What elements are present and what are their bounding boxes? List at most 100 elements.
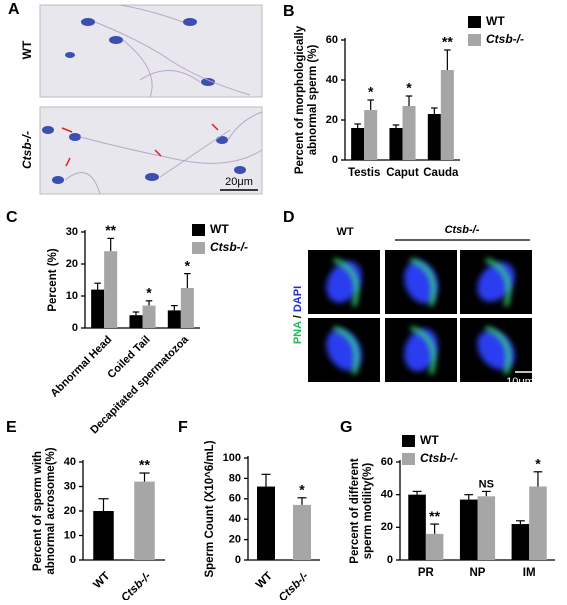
y-tick-label: 60 [381,456,393,468]
significance: ** [429,508,440,524]
significance: * [299,481,305,497]
y-tick-label: 30 [66,226,78,238]
y-tick-label: 0 [70,554,76,566]
bar [93,511,114,560]
y-tick-label: 20 [64,505,76,517]
bar [389,128,403,160]
panel-letter: C [6,209,18,226]
bar [180,288,194,328]
arrows [61,123,219,167]
bar [351,128,365,160]
sperm-heads [42,18,246,184]
bar [91,289,105,328]
y-tick-label: 20 [66,258,78,270]
significance: ** [442,34,453,50]
y-tick-label: 20 [229,534,241,546]
significance: * [535,456,541,472]
legend-swatch [468,34,481,46]
x-tick-label: Abnormal Head [48,334,114,400]
bar [257,486,275,560]
legend-label: WT [420,433,439,447]
bar [425,533,444,560]
acrosome [410,258,436,307]
acrosome [485,258,511,307]
panel-letter: G [340,419,352,436]
panel-a: A WT Ctsb-/- 20μm [8,1,263,195]
y-tick-label: 40 [326,74,338,86]
legend-swatch [402,453,415,465]
bar [529,486,547,560]
legend-label: WT [486,14,505,28]
y-axis-label: Percent of morphologically [294,25,306,174]
acrosome [333,258,359,307]
y-tick-label: 10 [64,529,76,541]
y-tick-label: 100 [223,452,241,464]
stain: DAPI [292,286,304,312]
legend-swatch [468,16,481,28]
legend-label: WT [210,222,229,236]
y-tick-label: 0 [72,322,78,334]
x-tick-label: WT [254,570,275,591]
bar [142,305,156,328]
bar [440,70,454,160]
panel-d: D WT Ctsb-/- PNA / DAPI 10μm [283,209,545,388]
y-tick-label: 60 [229,493,241,505]
bar [129,315,143,328]
y-tick-label: 40 [229,513,241,525]
bar [293,504,311,560]
row-label: WT [20,40,34,59]
legend-swatch [192,224,205,236]
y-tick-label: 40 [381,489,393,501]
panel-letter: A [8,1,20,18]
x-tick-label: Ctsb-/- [119,570,153,600]
y-tick-label: 20 [381,521,393,533]
x-tick-label: Testis [348,167,380,179]
panel-letter: E [6,419,17,436]
column-label: Ctsb-/- [445,224,480,236]
bar [104,251,118,328]
y-tick-label: 10 [66,290,78,302]
x-tick-label: Ctsb-/- [277,570,311,600]
stain-separator: / [292,315,304,318]
x-tick-label: Caput [386,167,419,179]
stain: PNA [292,321,304,344]
acrosome [485,326,511,375]
acrosome [333,326,359,375]
legend-label: Ctsb-/- [210,240,248,254]
y-axis-label: Percent of sperm with [32,451,44,571]
significance: NS [479,478,494,490]
y-axis-label: Percent (%) [47,248,59,311]
bar [402,106,416,160]
significance: * [146,285,152,301]
y-tick-label: 30 [64,480,76,492]
bar [167,310,181,328]
legend-label: Ctsb-/- [486,32,524,46]
x-tick-label: NP [470,567,486,579]
significance: * [368,84,374,100]
significance: * [406,80,412,96]
sperm-tails [64,4,263,195]
acrosome [410,326,436,375]
y-tick-label: 0 [332,154,338,166]
bar [134,481,155,560]
y-tick-label: 0 [235,554,241,566]
y-tick-label: 80 [229,472,241,484]
panel-letter: D [283,209,295,226]
y-axis-label: Sperm Count (X10^6/mL) [204,440,216,577]
micrograph [39,4,263,98]
y-axis-label: abnormal acrosome(%) [45,447,57,574]
legend-swatch [192,242,205,254]
panel-letter: F [178,419,188,436]
row-label: Ctsb-/- [20,131,34,169]
bar [427,114,441,160]
significance: * [185,257,191,273]
column-label: WT [336,226,353,238]
bar [408,494,426,560]
y-tick-label: 60 [326,34,338,46]
y-tick-label: 20 [326,114,338,126]
stain-label: PNA / DAPI [292,286,304,344]
x-tick-label: WT [91,570,112,591]
bar [477,496,496,560]
x-tick-label: Cauda [423,167,459,179]
